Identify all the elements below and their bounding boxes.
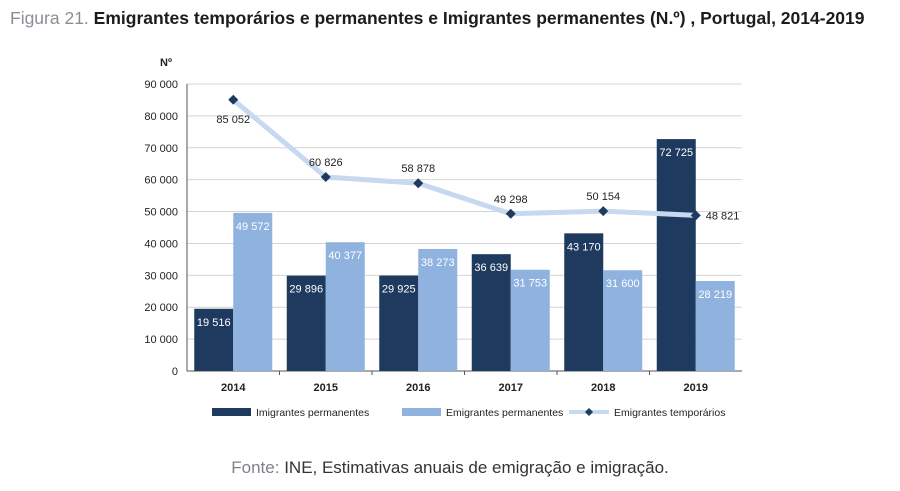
bar-imigrantes-permanentes bbox=[286, 275, 326, 371]
y-tick-label: 10 000 bbox=[144, 334, 178, 346]
bar-data-label: 36 639 bbox=[474, 262, 508, 274]
legend-swatch-emigrantes-permanentes bbox=[402, 408, 441, 416]
bar-emigrantes-permanentes bbox=[603, 270, 643, 371]
y-tick-label: 80 000 bbox=[144, 111, 178, 123]
bar-data-label: 43 170 bbox=[567, 241, 601, 253]
bar-imigrantes-permanentes bbox=[564, 233, 604, 371]
x-tick-label: 2016 bbox=[406, 382, 430, 394]
bar-imigrantes-permanentes bbox=[379, 275, 419, 371]
legend-label: Emigrantes permanentes bbox=[446, 407, 563, 419]
bar-data-label: 19 516 bbox=[197, 317, 231, 329]
line-data-label: 48 821 bbox=[706, 210, 740, 222]
bar-data-label: 31 600 bbox=[606, 278, 640, 290]
source-label: Fonte: bbox=[231, 458, 280, 477]
x-tick-label: 2018 bbox=[591, 382, 615, 394]
bar-data-label: 31 753 bbox=[513, 278, 547, 290]
bar-data-label: 38 273 bbox=[421, 257, 455, 269]
bar-data-label: 49 572 bbox=[236, 221, 270, 233]
line-point-marker bbox=[228, 94, 239, 105]
x-tick-label: 2015 bbox=[314, 382, 338, 394]
line-point-marker bbox=[505, 208, 516, 219]
y-tick-label: 90 000 bbox=[144, 79, 178, 91]
bar-imigrantes-permanentes bbox=[194, 308, 234, 371]
bar-data-label: 40 377 bbox=[328, 250, 362, 262]
bar-emigrantes-permanentes bbox=[325, 242, 365, 371]
source-note: Fonte: INE, Estimativas anuais de emigra… bbox=[0, 458, 900, 478]
source-text: INE, Estimativas anuais de emigração e i… bbox=[284, 458, 669, 477]
y-tick-label: 20 000 bbox=[144, 302, 178, 314]
line-data-label: 85 052 bbox=[216, 114, 250, 126]
legend-marker bbox=[585, 408, 593, 416]
x-tick-label: 2017 bbox=[499, 382, 523, 394]
line-data-label: 50 154 bbox=[586, 191, 620, 203]
y-tick-label: 0 bbox=[172, 366, 178, 378]
bar-data-label: 29 896 bbox=[289, 284, 323, 296]
x-tick-label: 2014 bbox=[221, 382, 246, 394]
line-data-label: 60 826 bbox=[309, 157, 343, 169]
bar-emigrantes-permanentes bbox=[695, 281, 735, 371]
bar-emigrantes-permanentes bbox=[510, 269, 550, 371]
legend-swatch-imigrantes-permanentes bbox=[212, 408, 251, 416]
y-axis-label: Nº bbox=[160, 57, 172, 69]
bar-emigrantes-permanentes bbox=[418, 248, 458, 371]
line-point-marker bbox=[413, 178, 424, 189]
bar-data-label: 28 219 bbox=[698, 289, 732, 301]
bar-data-label: 29 925 bbox=[382, 284, 416, 296]
x-tick-label: 2019 bbox=[684, 382, 708, 394]
line-point-marker bbox=[690, 210, 701, 221]
line-point-marker bbox=[320, 172, 331, 183]
legend-label: Imigrantes permanentes bbox=[256, 407, 369, 419]
y-tick-label: 60 000 bbox=[144, 175, 178, 187]
legend-label: Emigrantes temporários bbox=[614, 407, 725, 419]
figure-title-text: Emigrantes temporários e permanentes e I… bbox=[93, 8, 865, 28]
bar-emigrantes-permanentes bbox=[233, 212, 273, 371]
line-data-label: 49 298 bbox=[494, 194, 528, 206]
figure-number: Figura 21. bbox=[10, 8, 89, 28]
bar-imigrantes-permanentes bbox=[656, 139, 696, 371]
line-data-label: 58 878 bbox=[401, 163, 435, 175]
y-tick-label: 70 000 bbox=[144, 143, 178, 155]
y-tick-label: 50 000 bbox=[144, 207, 178, 219]
line-point-marker bbox=[598, 206, 609, 217]
y-tick-label: 40 000 bbox=[144, 238, 178, 250]
bar-imigrantes-permanentes bbox=[471, 254, 511, 371]
y-tick-label: 30 000 bbox=[144, 270, 178, 282]
figure-title: Figura 21. Emigrantes temporários e perm… bbox=[10, 8, 865, 29]
bar-data-label: 72 725 bbox=[659, 147, 693, 159]
line-emigrantes-temporarios bbox=[231, 97, 696, 218]
